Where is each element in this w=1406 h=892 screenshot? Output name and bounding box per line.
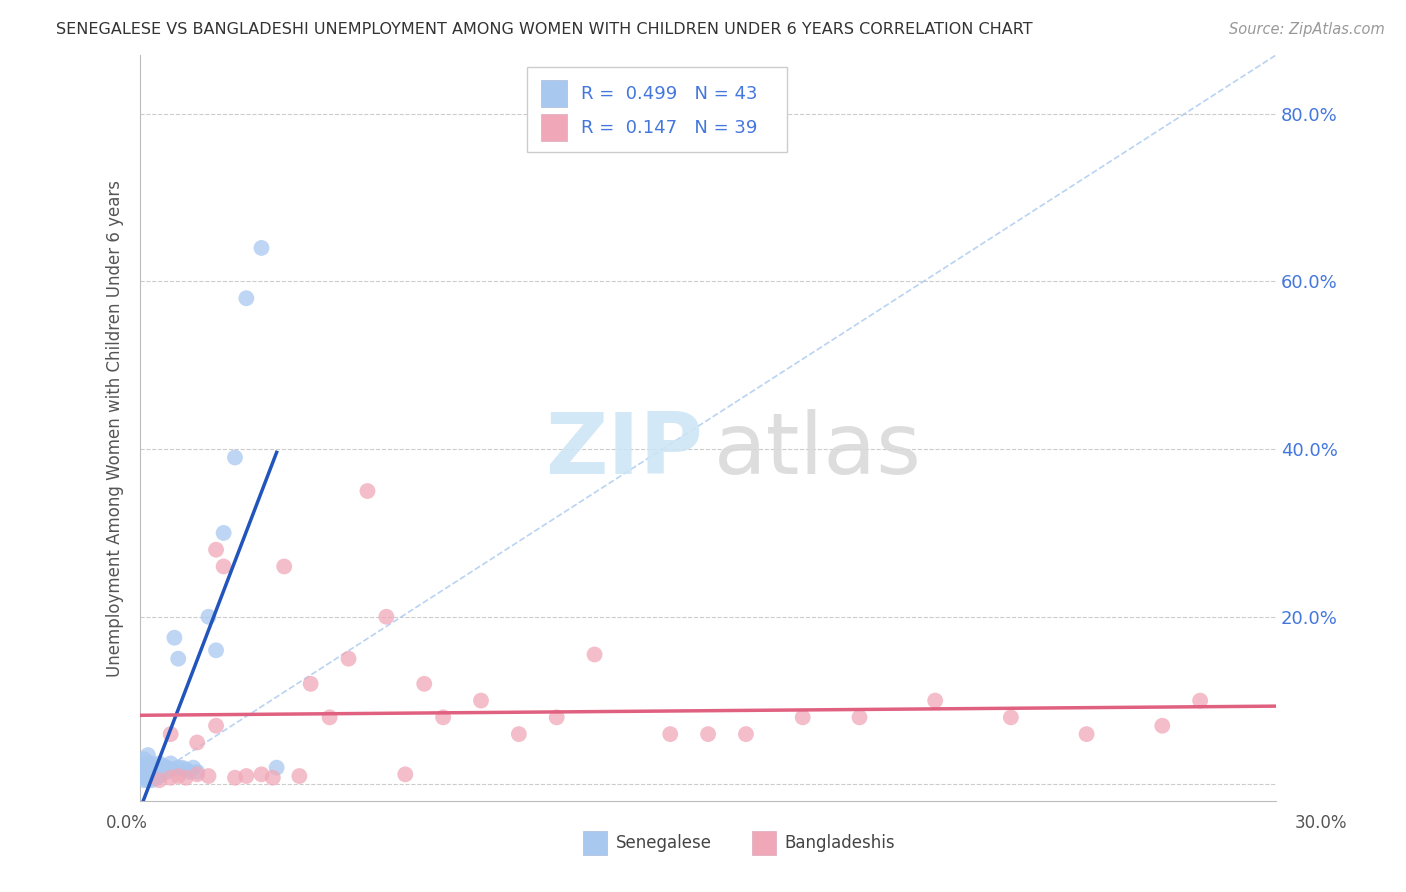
Text: atlas: atlas <box>714 409 922 492</box>
Point <box>148 756 170 771</box>
Point <box>546 710 568 724</box>
Point <box>224 771 246 785</box>
Point <box>148 773 170 788</box>
Point <box>174 771 197 785</box>
Point <box>148 762 170 776</box>
Point <box>197 769 219 783</box>
Point <box>134 769 156 783</box>
Point <box>134 764 156 779</box>
Point <box>136 773 159 788</box>
Point <box>792 710 814 724</box>
Point <box>235 769 257 783</box>
Point <box>145 761 167 775</box>
Point <box>179 764 201 779</box>
Point <box>235 291 257 305</box>
Point <box>136 764 159 779</box>
Point <box>432 710 454 724</box>
Point <box>583 648 606 662</box>
Point <box>205 643 228 657</box>
Point <box>205 719 228 733</box>
Point <box>186 767 208 781</box>
Point <box>141 764 163 779</box>
Text: 0.0%: 0.0% <box>105 814 148 831</box>
Point <box>1076 727 1098 741</box>
Point <box>174 762 197 776</box>
Point <box>212 525 235 540</box>
Point <box>337 651 360 665</box>
Point <box>266 761 288 775</box>
Point <box>136 769 159 783</box>
Point <box>136 747 159 762</box>
Point <box>183 761 205 775</box>
Text: 30.0%: 30.0% <box>1295 814 1347 831</box>
Point <box>141 769 163 783</box>
Point <box>250 241 273 255</box>
Text: R =  0.147   N = 39: R = 0.147 N = 39 <box>581 119 756 136</box>
Point <box>299 677 322 691</box>
Point <box>1152 719 1174 733</box>
Point <box>159 762 181 776</box>
Point <box>250 767 273 781</box>
Text: Senegalese: Senegalese <box>616 834 711 852</box>
Point <box>145 771 167 785</box>
Point <box>136 756 159 771</box>
Point <box>924 693 946 707</box>
Point <box>224 450 246 465</box>
Point <box>356 483 378 498</box>
Point <box>735 727 758 741</box>
Point <box>288 769 311 783</box>
Point <box>134 771 156 785</box>
Text: R =  0.499   N = 43: R = 0.499 N = 43 <box>581 85 758 103</box>
Point <box>145 764 167 779</box>
Point <box>159 756 181 771</box>
Point <box>156 761 179 775</box>
Point <box>186 735 208 749</box>
Point <box>136 761 159 775</box>
Point <box>413 677 436 691</box>
Point <box>163 631 186 645</box>
Point <box>141 773 163 788</box>
Point <box>148 769 170 783</box>
Text: SENEGALESE VS BANGLADESHI UNEMPLOYMENT AMONG WOMEN WITH CHILDREN UNDER 6 YEARS C: SENEGALESE VS BANGLADESHI UNEMPLOYMENT A… <box>56 22 1033 37</box>
Point <box>394 767 416 781</box>
Point <box>1000 710 1022 724</box>
Point <box>318 710 340 724</box>
Point <box>848 710 870 724</box>
Point <box>134 761 156 775</box>
Point <box>508 727 530 741</box>
Point <box>167 761 190 775</box>
Point <box>1189 693 1212 707</box>
Point <box>152 764 174 779</box>
Point <box>262 771 284 785</box>
Point <box>156 764 179 779</box>
Point <box>167 651 190 665</box>
Point <box>197 609 219 624</box>
Point <box>273 559 295 574</box>
Point <box>159 771 181 785</box>
Point <box>470 693 492 707</box>
Point <box>134 752 156 766</box>
Point <box>186 764 208 779</box>
Point <box>212 559 235 574</box>
Point <box>205 542 228 557</box>
Y-axis label: Unemployment Among Women with Children Under 6 years: Unemployment Among Women with Children U… <box>107 179 124 677</box>
Point <box>170 761 193 775</box>
Point <box>659 727 682 741</box>
Point <box>141 756 163 771</box>
Text: Source: ZipAtlas.com: Source: ZipAtlas.com <box>1229 22 1385 37</box>
Text: Bangladeshis: Bangladeshis <box>785 834 896 852</box>
Point <box>152 759 174 773</box>
Point <box>134 773 156 788</box>
Point <box>159 727 181 741</box>
Point <box>697 727 720 741</box>
Point <box>167 769 190 783</box>
Point <box>375 609 398 624</box>
Text: ZIP: ZIP <box>544 409 703 492</box>
